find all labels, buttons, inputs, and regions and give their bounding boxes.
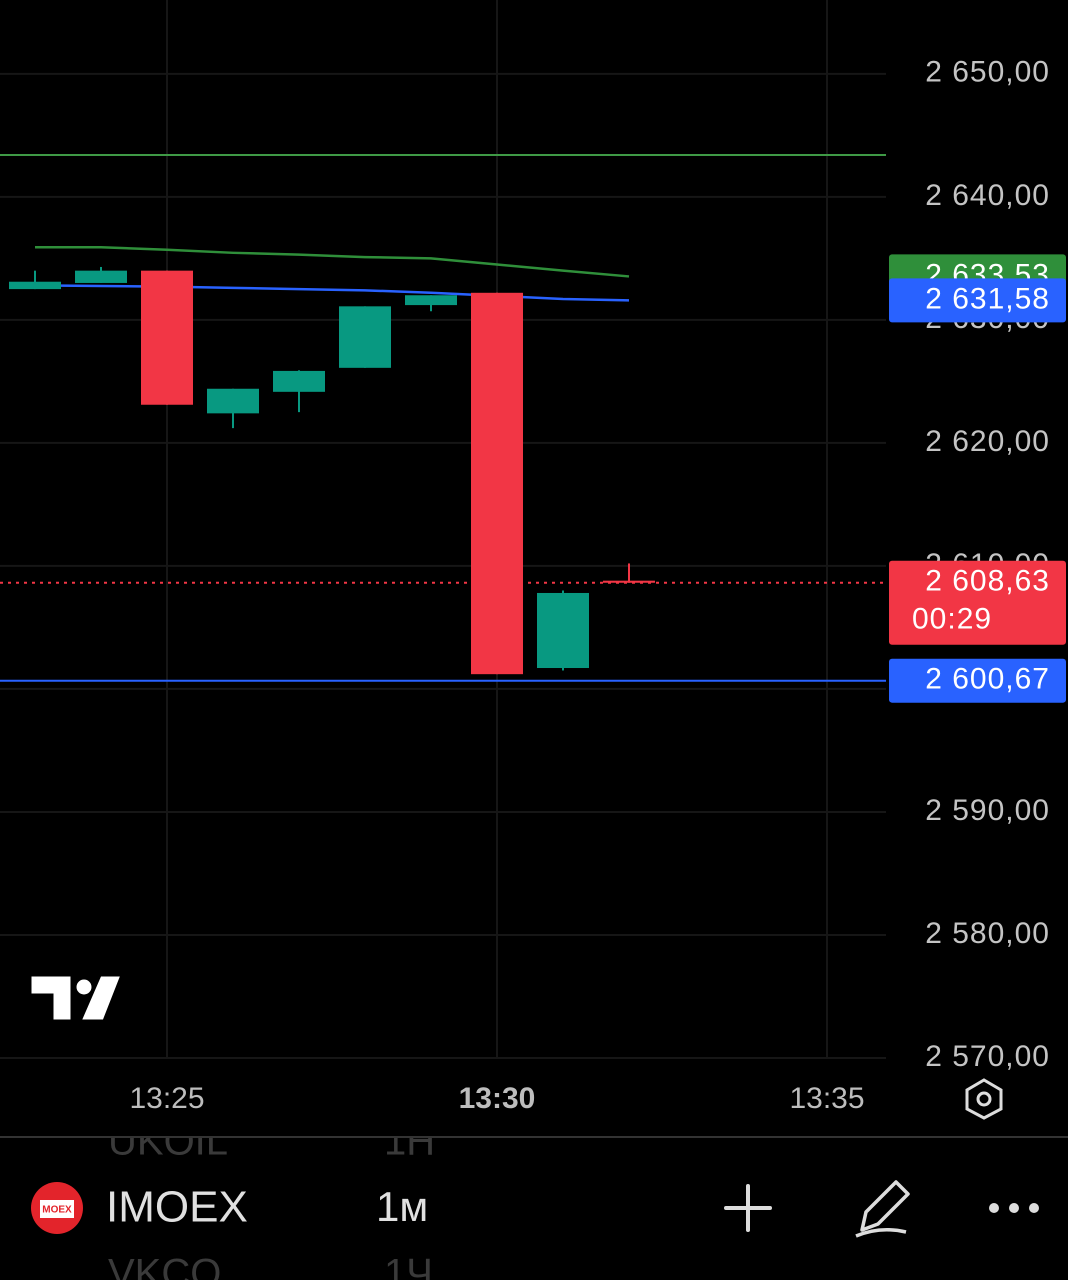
y-tick-label: 2 620,00 [925, 425, 1050, 458]
ghost-symbol: UKOIL [108, 1120, 228, 1164]
price-tag [889, 278, 1066, 323]
x-tick-label: 13:35 [789, 1082, 864, 1115]
candle-body [273, 370, 325, 392]
plot [0, 154, 886, 682]
y-tick-label: 2 590,00 [925, 794, 1050, 827]
price-tag-label: 2 631,58 [925, 282, 1050, 315]
time-axis: 13:25 13:30 13:35 [129, 1082, 864, 1115]
candle-body [471, 292, 523, 675]
ghost-interval: 1Ч [384, 1252, 433, 1280]
price-tag [889, 560, 1066, 645]
grid [0, 0, 886, 1059]
interval[interactable]: 1м [376, 1183, 428, 1230]
x-tick-label: 13:25 [129, 1082, 204, 1115]
candle-body [339, 306, 391, 368]
x-tick-label: 13:30 [459, 1082, 536, 1115]
candle-body [207, 388, 259, 414]
candle-body [141, 270, 193, 405]
add-button[interactable] [724, 1184, 772, 1232]
ghost-symbol: VKCO [108, 1252, 221, 1280]
symbol-logo[interactable]: MOEX [31, 1182, 83, 1234]
logo-text: MOEX [42, 1205, 72, 1216]
price-tag [889, 658, 1066, 703]
candle-body [75, 270, 127, 283]
symbol-list-behind: UKOIL 1Н VKCO 1Ч [108, 1120, 435, 1280]
y-tick-label: 2 570,00 [925, 1040, 1050, 1073]
moving-average [35, 246, 630, 278]
countdown: 00:29 [912, 603, 992, 636]
ghost-interval: 1Н [384, 1120, 435, 1164]
candle-body [603, 580, 655, 583]
y-tick-label: 2 640,00 [925, 179, 1050, 212]
moving-average [34, 284, 630, 302]
draw-button[interactable] [855, 1180, 910, 1238]
y-tick-label: 2 650,00 [925, 56, 1050, 89]
candle-body [405, 295, 457, 306]
candle-body [9, 281, 61, 290]
price-tag-label: 2 600,67 [925, 663, 1050, 696]
symbol[interactable]: IMOEX [106, 1183, 248, 1232]
price-tag-label: 2 608,63 [925, 565, 1050, 598]
settings-icon[interactable] [965, 1078, 1003, 1120]
more-button[interactable] [989, 1203, 1039, 1213]
tradingview-logo [28, 973, 125, 1023]
y-tick-label: 2 580,00 [925, 917, 1050, 950]
candle-body [537, 592, 589, 669]
